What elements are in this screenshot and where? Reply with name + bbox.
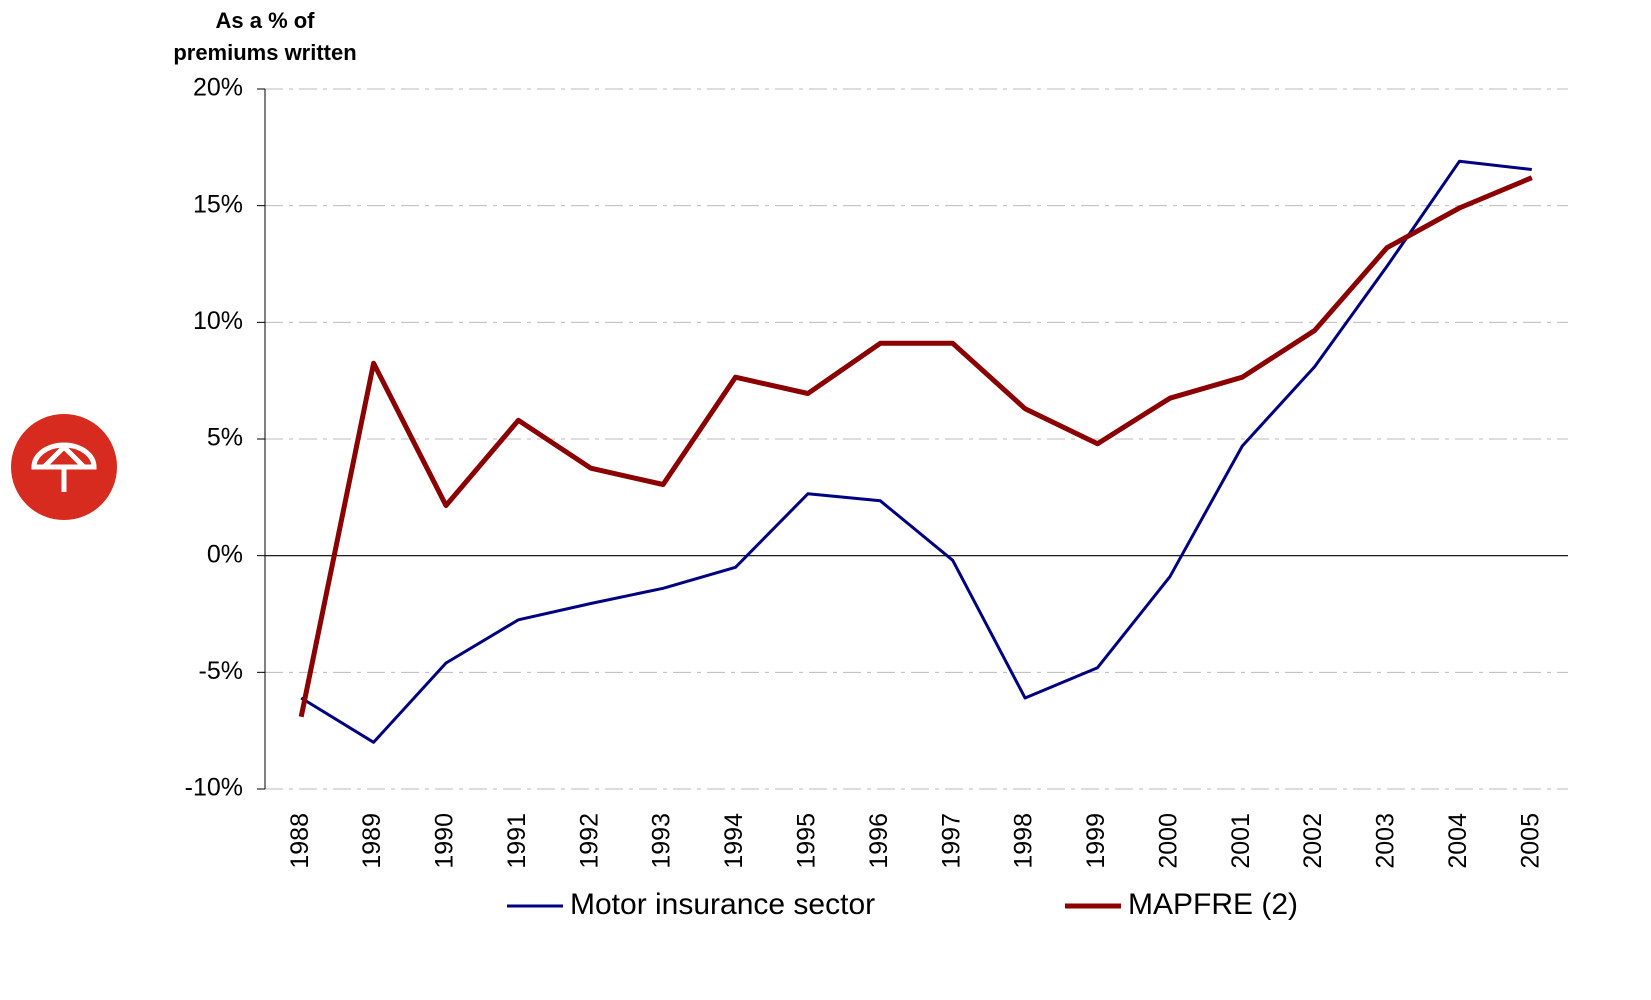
x-tick-label: 2004	[1444, 813, 1472, 869]
x-tick-label: 1992	[575, 813, 603, 869]
x-tick-label: 1993	[648, 813, 676, 869]
x-tick-label: 1994	[720, 813, 748, 869]
y-tick-label: 5%	[207, 424, 243, 452]
legend-label: Motor insurance sector	[570, 888, 875, 921]
y-tick-label: 20%	[193, 74, 243, 102]
y-tick-label: 15%	[193, 190, 243, 218]
x-tick-label: 2002	[1299, 813, 1327, 869]
x-tick-label: 1998	[1010, 813, 1038, 869]
x-tick-label: 2003	[1372, 813, 1400, 869]
y-tick-label: 10%	[193, 307, 243, 335]
x-tick-label: 2001	[1227, 813, 1255, 869]
y-axis-label: As a % of	[215, 8, 315, 33]
y-tick-label: 0%	[207, 540, 243, 568]
x-tick-label: 1996	[865, 813, 893, 869]
series-line	[298, 175, 1533, 718]
y-tick-label: -5%	[199, 657, 243, 685]
x-tick-label: 1991	[503, 813, 531, 869]
x-tick-label: 1999	[1082, 813, 1110, 869]
y-tick-label: -10%	[185, 774, 243, 802]
logo	[11, 414, 117, 520]
x-tick-label: 1988	[286, 813, 314, 869]
y-axis-label: premiums written	[173, 40, 356, 65]
x-tick-label: 2005	[1516, 813, 1544, 869]
series-line	[300, 159, 1532, 744]
x-tick-label: 1997	[937, 813, 965, 869]
legend-label: MAPFRE (2)	[1128, 888, 1298, 921]
x-tick-label: 1995	[793, 813, 821, 869]
x-tick-label: 2000	[1154, 813, 1182, 869]
x-tick-label: 1990	[431, 813, 459, 869]
x-tick-label: 1989	[358, 813, 386, 869]
